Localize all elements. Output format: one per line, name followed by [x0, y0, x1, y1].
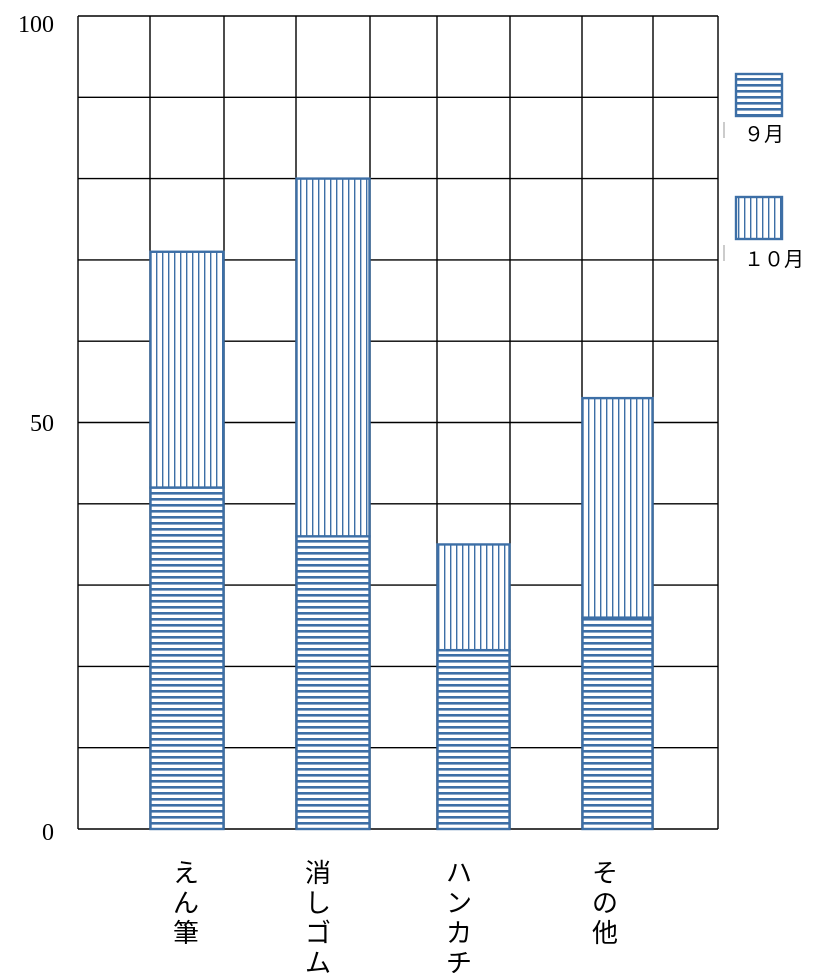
legend-swatch: [734, 195, 784, 241]
bar-sep-2: [436, 648, 511, 831]
bar-oct-0: [149, 250, 225, 489]
legend: ９月 １０月: [723, 72, 804, 271]
legend-item-sep: ９月: [723, 72, 784, 146]
bar-oct-2: [436, 543, 511, 652]
legend-item-oct: １０月: [723, 195, 804, 271]
bar-oct-3: [581, 396, 654, 619]
legend-swatch: [734, 72, 784, 118]
bar-oct-1: [295, 177, 371, 538]
category-label-0: えん筆: [173, 859, 199, 949]
y-tick-label-0: 0: [42, 820, 54, 846]
bar-sep-1: [295, 535, 371, 831]
x-axis-category-labels: えん筆 消しゴム ハンカチ その他: [173, 859, 618, 973]
legend-label: ９月: [744, 122, 784, 146]
category-label-1: 消しゴム: [305, 859, 331, 973]
bars: [149, 177, 654, 831]
chart-grid: [77, 15, 719, 830]
y-axis-ticks: 0 50 100: [18, 12, 54, 846]
legend-label: １０月: [744, 247, 804, 271]
bar-sep-3: [581, 616, 654, 831]
y-tick-label-100: 100: [18, 12, 54, 38]
y-tick-label-50: 50: [30, 411, 54, 437]
bar-sep-0: [149, 486, 225, 831]
category-label-2: ハンカチ: [446, 859, 472, 973]
category-label-3: その他: [592, 859, 618, 949]
